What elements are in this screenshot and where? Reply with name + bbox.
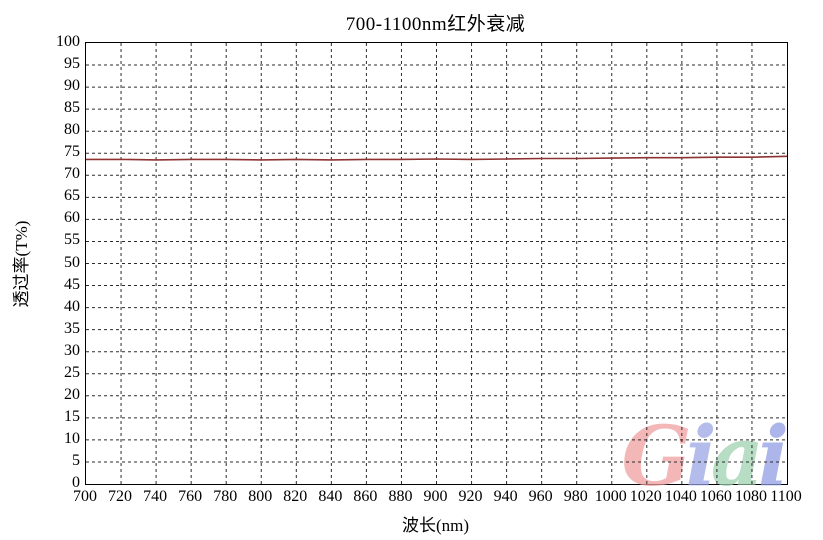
y-tick-label: 80: [64, 121, 80, 139]
y-tick-label: 85: [64, 99, 80, 117]
y-tick-label: 35: [64, 319, 80, 337]
y-tick-label: 65: [64, 187, 80, 205]
chart-title: 700-1100nm红外衰减: [345, 14, 526, 35]
x-tick-label: 1020: [629, 488, 662, 505]
y-tick-label: 95: [64, 55, 80, 73]
y-tick-label: 0: [72, 474, 80, 491]
x-tick-label: 860: [353, 488, 378, 505]
y-tick-label: 50: [64, 253, 80, 271]
x-tick-label: 720: [108, 488, 133, 505]
y-tick-label: 15: [64, 407, 80, 425]
x-tick-label: 920: [458, 488, 483, 505]
x-tick-label: 980: [563, 488, 588, 505]
y-tick-label: 30: [64, 341, 80, 359]
watermark-letter: a: [710, 409, 764, 505]
x-tick-label: 800: [248, 488, 273, 505]
x-tick-label: 960: [528, 488, 553, 505]
y-tick-label: 20: [64, 385, 80, 403]
y-tick-label: 60: [64, 209, 80, 227]
y-tick-label: 40: [64, 297, 80, 315]
x-tick-label: 900: [423, 488, 448, 505]
x-tick-label: 940: [493, 488, 518, 505]
watermark-letter: G: [621, 409, 692, 505]
x-tick-label: 1100: [770, 488, 802, 505]
x-axis-title: 波长(nm): [401, 516, 470, 535]
y-tick-label: 55: [64, 231, 80, 249]
x-tick-label: 840: [318, 488, 343, 505]
y-tick-label: 25: [64, 363, 80, 381]
y-tick-label: 70: [64, 165, 80, 183]
y-tick-label: 45: [64, 275, 80, 293]
x-tick-label: 1000: [594, 488, 627, 505]
x-tick-label: 760: [178, 488, 203, 505]
y-tick-label: 90: [64, 77, 80, 95]
y-tick-label: 10: [64, 429, 80, 447]
x-tick-label: 1040: [664, 488, 697, 505]
chart-canvas: [86, 43, 787, 484]
x-tick-label: 1060: [699, 488, 732, 505]
x-tick-label: 1080: [734, 488, 767, 505]
x-tick-label: 700: [73, 488, 97, 505]
y-axis-title: 透过率(T%): [12, 220, 31, 308]
x-tick-label: 820: [283, 488, 308, 505]
plot-area: Giai: [85, 42, 789, 498]
x-tick-label: 880: [388, 488, 413, 505]
transmittance-line: [86, 155, 787, 161]
x-tick-label: 740: [143, 488, 168, 505]
y-tick-label: 5: [72, 451, 80, 469]
x-tick-label: 780: [213, 488, 238, 505]
y-tick-label: 75: [64, 143, 80, 161]
y-tick-label: 100: [56, 33, 80, 50]
